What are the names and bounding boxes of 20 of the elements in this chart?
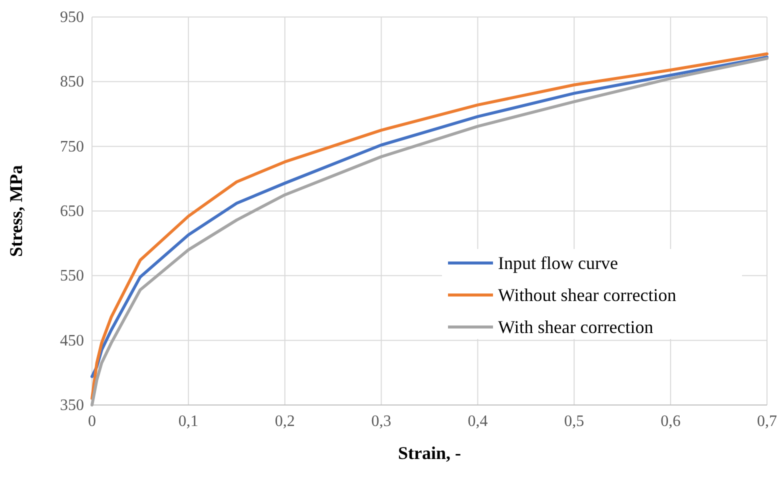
x-tick-label: 0 bbox=[88, 413, 96, 430]
y-tick-label: 750 bbox=[60, 138, 84, 156]
legend-label: Without shear correction bbox=[498, 285, 676, 305]
x-tick-label: 0,3 bbox=[371, 413, 392, 430]
y-tick-label: 350 bbox=[60, 397, 84, 414]
x-tick-label: 0,2 bbox=[274, 413, 295, 430]
y-tick-label: 650 bbox=[60, 203, 84, 220]
y-tick-label: 550 bbox=[60, 268, 84, 285]
y-tick-label: 950 bbox=[60, 9, 84, 26]
y-axis-title: Stress, MPa bbox=[6, 165, 26, 257]
x-tick-label: 0,4 bbox=[468, 413, 488, 430]
y-tick-label: 450 bbox=[60, 332, 84, 350]
x-tick-label: 0,6 bbox=[660, 413, 681, 430]
x-tick-label: 0,1 bbox=[178, 413, 198, 430]
x-tick-label: 0,7 bbox=[757, 413, 777, 430]
legend-label: With shear correction bbox=[498, 317, 654, 337]
x-axis-title: Strain, - bbox=[398, 443, 462, 463]
y-tick-label: 850 bbox=[60, 74, 84, 91]
legend-label: Input flow curve bbox=[498, 253, 618, 273]
x-tick-label: 0,5 bbox=[564, 413, 584, 430]
